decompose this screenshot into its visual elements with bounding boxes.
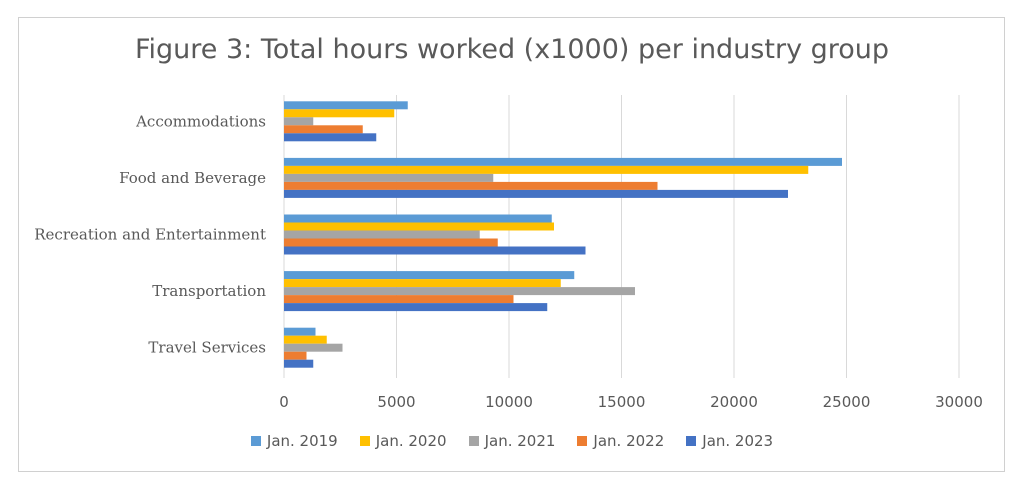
category-label: Accommodations	[135, 112, 266, 130]
legend-label: Jan. 2021	[484, 432, 556, 450]
legend-label: Jan. 2019	[266, 432, 338, 450]
legend-label: Jan. 2020	[375, 432, 447, 450]
x-tick-label: 10000	[485, 393, 533, 411]
legend-item: Jan. 2022	[577, 432, 664, 450]
x-tick-label: 30000	[935, 393, 983, 411]
bar	[284, 101, 408, 110]
bars	[284, 101, 842, 368]
legend-swatch	[250, 436, 261, 446]
legend-item: Jan. 2021	[468, 432, 556, 450]
bar	[284, 157, 842, 166]
bar	[284, 238, 498, 247]
x-tick-label: 25000	[823, 393, 871, 411]
category-label: Food and Beverage	[119, 169, 266, 187]
x-tick-label: 0	[279, 393, 289, 411]
x-tick-label: 5000	[377, 393, 415, 411]
bar	[284, 133, 377, 142]
bar	[284, 303, 548, 312]
bar	[284, 287, 635, 296]
bar	[284, 189, 788, 198]
legend-item: Jan. 2019	[250, 432, 338, 450]
bar	[284, 181, 658, 190]
bar	[284, 165, 809, 174]
bar	[284, 214, 552, 223]
legend-label: Jan. 2022	[593, 432, 665, 450]
legend: Jan. 2019 Jan. 2020 Jan. 2021 Jan. 2022 Jan.…	[0, 432, 1024, 450]
x-tick-label: 15000	[598, 393, 646, 411]
bar	[284, 222, 554, 231]
bar	[284, 327, 316, 336]
bar	[284, 125, 363, 134]
chart-title: Figure 3: Total hours worked (x1000) per…	[134, 34, 890, 65]
x-tick-label: 20000	[710, 393, 758, 411]
category-label: Travel Services	[148, 339, 266, 357]
bar	[284, 359, 314, 368]
chart-frame	[18, 17, 1005, 472]
legend-swatch	[359, 436, 370, 446]
legend-swatch	[577, 436, 588, 446]
gridlines	[283, 95, 960, 378]
bar	[284, 117, 314, 126]
bar	[284, 271, 575, 280]
bar	[284, 246, 586, 255]
bar	[284, 295, 514, 304]
bar	[284, 351, 307, 360]
legend-item: Jan. 2023	[686, 432, 773, 450]
legend-swatch	[686, 436, 697, 446]
legend-item: Jan. 2020	[359, 432, 447, 450]
bar	[284, 230, 480, 239]
bar	[284, 173, 494, 182]
axis-labels: 0 5000 10000 15000 20000 25000 30000 Accommodat…	[34, 112, 983, 411]
bar	[284, 343, 343, 352]
category-label: Transportation	[152, 282, 266, 300]
bar	[284, 279, 561, 288]
legend-label: Jan. 2023	[702, 432, 774, 450]
legend-swatch	[468, 436, 479, 446]
bar	[284, 335, 327, 344]
bar	[284, 109, 395, 118]
category-label: Recreation and Entertainment	[34, 226, 266, 244]
